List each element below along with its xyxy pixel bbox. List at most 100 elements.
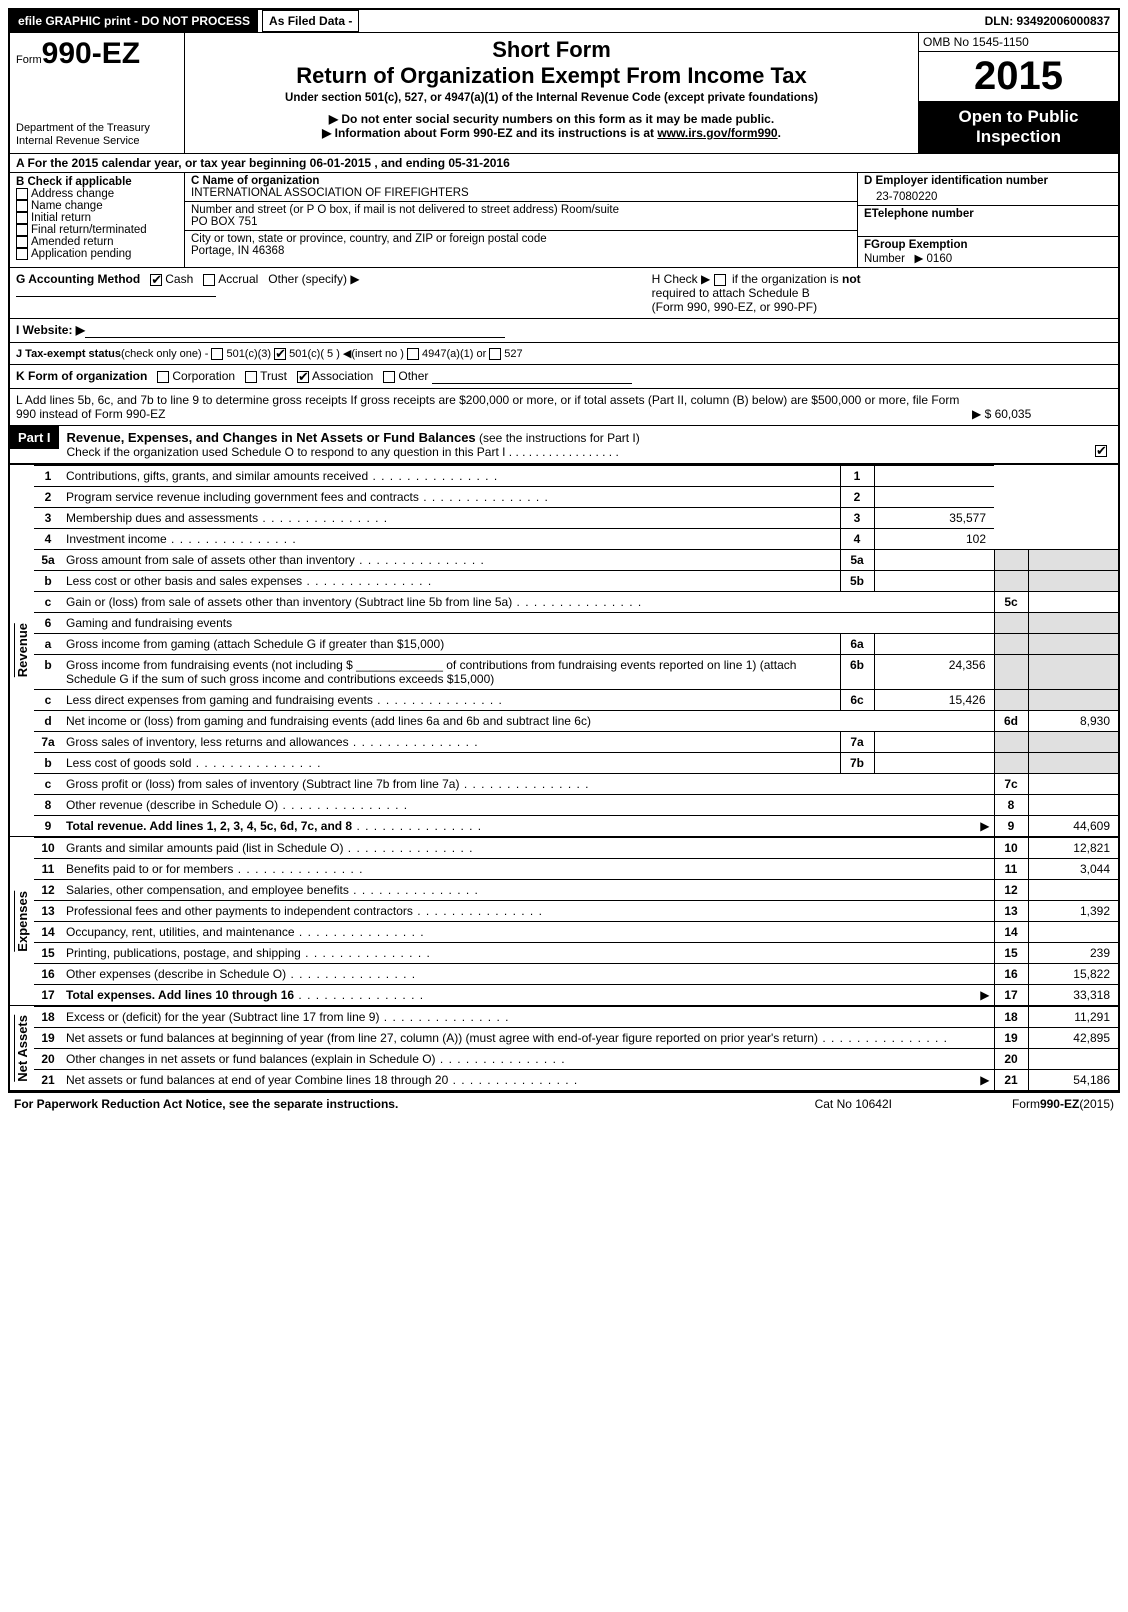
l-text: L Add lines 5b, 6c, and 7b to line 9 to … [16,393,972,421]
row-2: 2Program service revenue including gover… [34,487,1118,508]
row-19: 19Net assets or fund balances at beginni… [34,1028,1118,1049]
row-18: 18Excess or (deficit) for the year (Subt… [34,1007,1118,1028]
side-revenue: Revenue [10,465,34,836]
l-val: ▶ $ 60,035 [972,393,1112,421]
b-label: B Check if applicable [16,176,178,188]
d-label: D Employer identification number [864,175,1112,187]
c-street: Number and street (or P O box, if mail i… [185,202,857,231]
form-prefix: Form [16,54,42,66]
c-street-label: Number and street (or P O box, if mail i… [191,204,851,216]
checkbox-icon[interactable] [157,371,169,383]
row-15: 15Printing, publications, postage, and s… [34,943,1118,964]
row-10: 10Grants and similar amounts paid (list … [34,838,1118,859]
g-accrual: Accrual [218,272,258,286]
checkbox-icon[interactable] [16,248,28,260]
short-form: Short Form [193,37,910,63]
checkbox-icon[interactable] [407,348,419,360]
row-4: 4Investment income4102 [34,529,1118,550]
irs-link[interactable]: www.irs.gov/form990 [657,126,777,140]
k-o3: Association [312,369,373,383]
part1-bar: Part I [10,426,59,449]
topbar: efile GRAPHIC print - DO NOT PROCESS As … [10,10,1118,33]
g-cash: Cash [165,272,193,286]
h-text: H Check ▶ [652,272,711,286]
b-i1: Name change [31,200,103,212]
part1-title: Revenue, Expenses, and Changes in Net As… [67,430,476,445]
notes: ▶ Do not enter social security numbers o… [193,112,910,140]
checkbox-icon[interactable] [16,188,28,200]
row-6b: bGross income from fundraising events (n… [34,655,1118,690]
row-1: 1Contributions, gifts, grants, and simil… [34,466,1118,487]
checkbox-icon[interactable] [714,274,726,286]
checkbox-icon[interactable] [16,200,28,212]
footer-right: Form990-EZ(2015) [1012,1097,1114,1111]
checkbox-icon[interactable] [489,348,501,360]
j-o3: 4947(a)(1) or [422,348,486,360]
row-12: 12Salaries, other compensation, and empl… [34,880,1118,901]
row-8: 8Other revenue (describe in Schedule O)8 [34,795,1118,816]
e-label: ETelephone number [864,208,1112,220]
col-def: D Employer identification number 23-7080… [858,173,1118,267]
note2-prefix: ▶ Information about Form 990-EZ and its … [322,126,657,140]
checkbox-icon[interactable] [16,236,28,248]
cat-no: Cat No 10642I [815,1097,892,1111]
j-o2: 501(c)( 5 ) ◀(insert no ) [289,348,404,360]
row-6: 6Gaming and fundraising events [34,613,1118,634]
open1: Open to Public [923,107,1114,127]
row-7b: bLess cost of goods sold7b [34,753,1118,774]
row-14: 14Occupancy, rent, utilities, and mainte… [34,922,1118,943]
b-i3: Final return/terminated [31,224,147,236]
org-street: PO BOX 751 [191,216,851,228]
row-13: 13Professional fees and other payments t… [34,901,1118,922]
part1-sub: (see the instructions for Part I) [479,431,640,445]
c-name: C Name of organization INTERNATIONAL ASS… [185,173,857,202]
header-right: OMB No 1545-1150 2015 Open to Public Ins… [918,33,1118,153]
side-netassets: Net Assets [10,1006,34,1090]
footer-left: For Paperwork Reduction Act Notice, see … [14,1097,398,1111]
line-gh: G Accounting Method Cash Accrual Other (… [10,268,1118,319]
b-app: Application pending [16,248,178,260]
row-5c: cGain or (loss) from sale of assets othe… [34,592,1118,613]
col-c: C Name of organization INTERNATIONAL ASS… [185,173,858,267]
checkbox-icon[interactable] [274,348,286,360]
b-i2: Initial return [31,212,91,224]
expenses-section: Expenses 10Grants and similar amounts pa… [10,836,1118,1005]
b-i0: Address change [31,188,114,200]
checkbox-icon[interactable] [1095,445,1107,457]
form-no: 990-EZ [42,37,140,70]
d-ein: D Employer identification number 23-7080… [858,173,1118,206]
open-inspection: Open to Public Inspection [919,101,1118,153]
b-i4: Amended return [31,236,113,248]
expenses-table: 10Grants and similar amounts paid (list … [34,837,1118,1005]
j-o4: 527 [504,348,522,360]
f-label: FGroup Exemption [864,239,968,251]
line-j: J Tax-exempt status(check only one) - 50… [10,343,1118,365]
revenue-section: Revenue 1Contributions, gifts, grants, a… [10,464,1118,836]
line-k: K Form of organization Corporation Trust… [10,365,1118,389]
netassets-section: Net Assets 18Excess or (deficit) for the… [10,1005,1118,1090]
checkbox-icon[interactable] [16,224,28,236]
checkbox-icon[interactable] [150,274,162,286]
b-addr: Address change [16,188,178,200]
checkbox-icon[interactable] [383,371,395,383]
g-block: G Accounting Method Cash Accrual Other (… [16,272,652,297]
checkbox-icon[interactable] [211,348,223,360]
side-expenses: Expenses [10,837,34,1005]
org-name: INTERNATIONAL ASSOCIATION OF FIREFIGHTER… [191,187,851,199]
checkbox-icon[interactable] [297,371,309,383]
k-label: K Form of organization [16,369,147,383]
row-7c: cGross profit or (loss) from sales of in… [34,774,1118,795]
c-name-label: C Name of organization [191,175,851,187]
revenue-table: 1Contributions, gifts, grants, and simil… [34,465,1118,836]
h-text4: (Form 990, 990-EZ, or 990-PF) [652,300,817,314]
checkbox-icon[interactable] [203,274,215,286]
dept1: Department of the Treasury [16,122,178,136]
row-17: 17Total expenses. Add lines 10 through 1… [34,985,1118,1006]
b-init: Initial return [16,212,178,224]
form-number: Form990-EZ [16,37,178,71]
b-amend: Amended return [16,236,178,248]
checkbox-icon[interactable] [245,371,257,383]
row-9: 9Total revenue. Add lines 1, 2, 3, 4, 5c… [34,816,1118,837]
side-exp-label: Expenses [14,891,30,952]
checkbox-icon[interactable] [16,212,28,224]
